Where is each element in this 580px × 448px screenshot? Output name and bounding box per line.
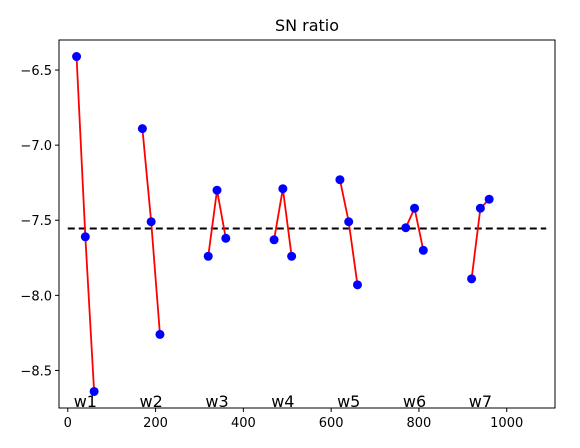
group-label-w3: w3 xyxy=(205,392,228,411)
x-tick-label: 400 xyxy=(231,416,256,431)
chart-title: SN ratio xyxy=(275,16,339,35)
data-point-w6 xyxy=(418,245,428,255)
group-label-w7: w7 xyxy=(469,392,492,411)
data-point-w2 xyxy=(146,217,156,227)
series-line-w3 xyxy=(207,190,227,257)
data-point-w4 xyxy=(269,235,279,245)
data-point-w2 xyxy=(155,329,165,339)
data-point-w4 xyxy=(287,251,297,261)
data-point-w5 xyxy=(344,217,354,227)
plot-area: w1 w2 w3 w4 w5 w6 w7 xyxy=(67,52,547,411)
data-point-w3 xyxy=(212,185,222,195)
y-tick-label: −7.0 xyxy=(20,139,52,154)
group-label-w6: w6 xyxy=(403,392,426,411)
y-tick-label: −8.0 xyxy=(20,289,52,304)
data-point-w6 xyxy=(401,223,411,233)
y-tick-label: −6.5 xyxy=(20,64,52,79)
x-tick-label: 1000 xyxy=(490,416,523,431)
data-point-w7 xyxy=(467,274,477,284)
data-point-w1 xyxy=(72,52,82,62)
group-label-w4: w4 xyxy=(271,392,294,411)
x-tick-label: 600 xyxy=(319,416,344,431)
x-tick-label: 0 xyxy=(64,416,72,431)
series-line-w5 xyxy=(339,179,359,285)
data-point-w3 xyxy=(221,233,231,243)
data-point-w7 xyxy=(484,194,494,204)
y-tick-label: −7.5 xyxy=(20,214,52,229)
series-line-w1 xyxy=(75,56,96,392)
data-point-w5 xyxy=(352,280,362,290)
series-line-w4 xyxy=(273,188,293,257)
group-label-w2: w2 xyxy=(140,392,163,411)
x-tick-label: 200 xyxy=(143,416,168,431)
group-label-w5: w5 xyxy=(337,392,360,411)
data-point-w2 xyxy=(137,124,147,134)
x-tick-label: 800 xyxy=(407,416,432,431)
group-label-w1: w1 xyxy=(74,392,97,411)
y-tick-label: −8.5 xyxy=(20,364,52,379)
series-line-w2 xyxy=(141,128,161,335)
data-point-w1 xyxy=(80,232,90,242)
data-point-w3 xyxy=(203,251,213,261)
data-point-w6 xyxy=(410,203,420,213)
data-point-w5 xyxy=(335,175,345,185)
data-point-w7 xyxy=(475,203,485,213)
data-point-w4 xyxy=(278,184,288,194)
data-point-w1 xyxy=(89,386,99,396)
plot-frame xyxy=(58,39,556,409)
